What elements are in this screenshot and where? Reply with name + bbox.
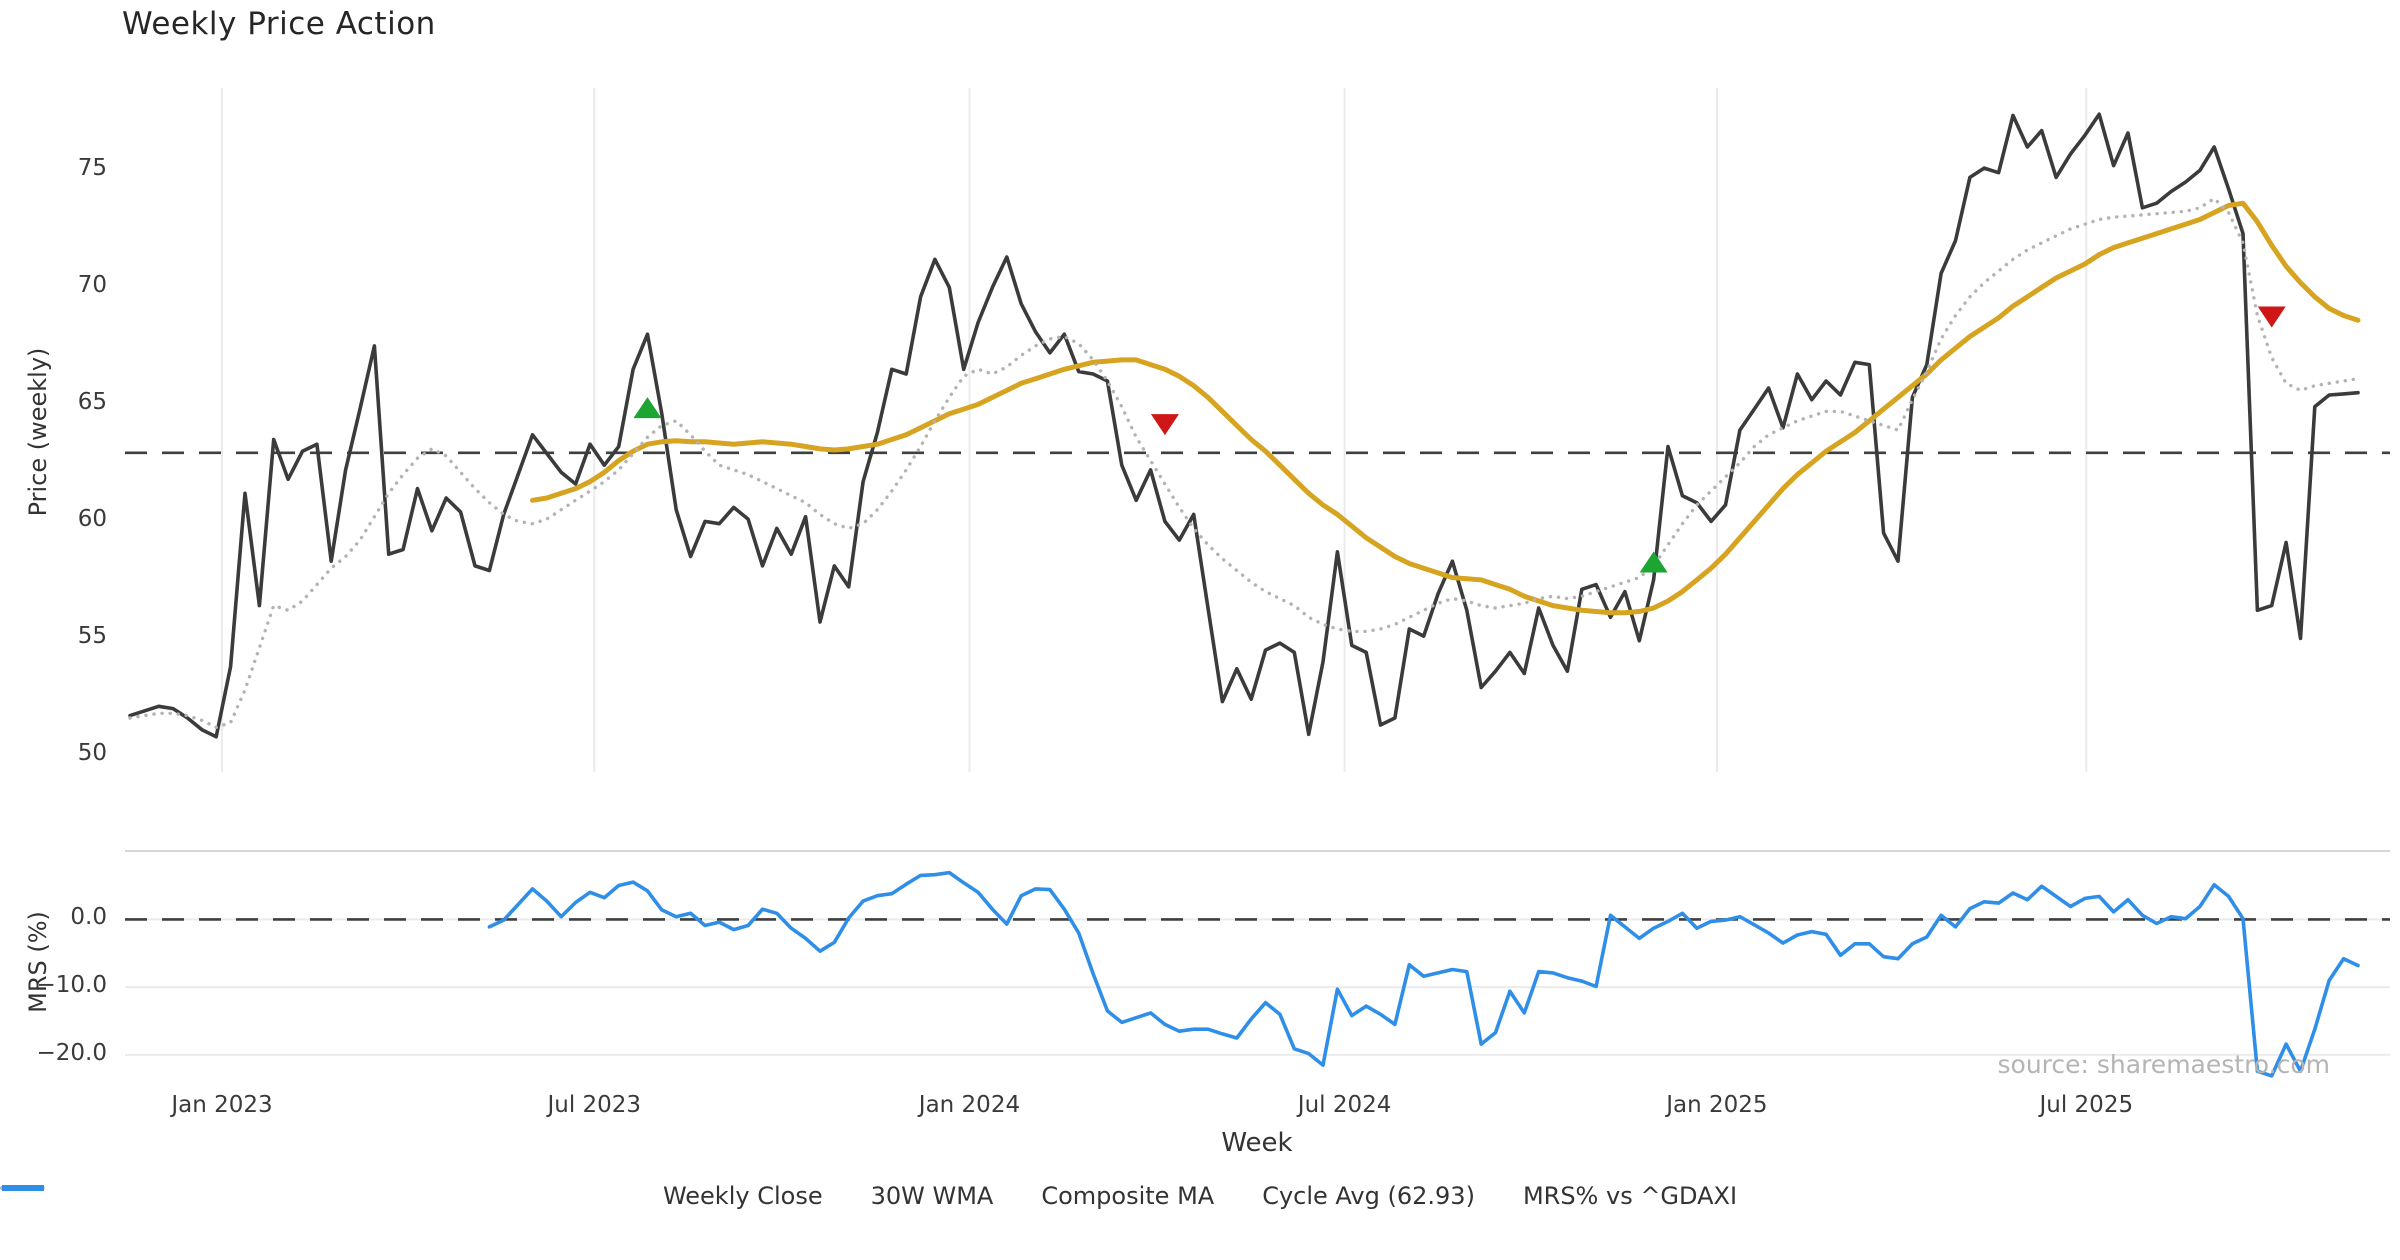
legend-item-composite-ma: Composite MA [0, 1182, 1215, 1210]
price-tick-label: 60 [77, 506, 107, 533]
price-tick-label: 50 [77, 740, 107, 767]
x-tick-label: Jan 2025 [1666, 1092, 1768, 1118]
legend-label: Cycle Avg (62.93) [1262, 1182, 1475, 1210]
legend-item-mrs-vs-gdaxi: MRS% vs ^GDAXI [2, 1182, 1738, 1210]
legend-label: Composite MA [1041, 1182, 1215, 1210]
buy-signal-marker [1639, 551, 1668, 573]
x-tick-label: Jul 2023 [547, 1092, 642, 1118]
weekly-close-line [128, 112, 2360, 739]
week-axis-label: Week [1221, 1128, 1293, 1158]
legend-label: MRS% vs ^GDAXI [1522, 1182, 1738, 1210]
legend-swatch-icon [2, 1185, 44, 1191]
legend-label: Weekly Close [662, 1182, 823, 1210]
source-watermark: source: sharemaestro.com [1997, 1050, 2331, 1079]
x-tick-label: Jul 2024 [1297, 1092, 1392, 1118]
chart-title: Weekly Price Action [122, 6, 436, 42]
mrs-tick-label: 0.0 [70, 904, 107, 931]
mrs-tick-label: −10.0 [36, 972, 107, 999]
30w-wma-line [530, 200, 2361, 616]
composite-ma-line [128, 196, 2360, 729]
x-tick-label: Jan 2023 [171, 1092, 273, 1118]
sell-signal-marker [2257, 306, 2286, 328]
legend-label: 30W WMA [870, 1182, 994, 1210]
mrs-tick-label: −20.0 [36, 1039, 107, 1066]
x-tick-label: Jan 2024 [918, 1092, 1021, 1118]
chart-legend: Weekly Close 30W WMA Composite MA Cycle Avg… [0, 1182, 2400, 1210]
buy-signal-marker [633, 397, 662, 419]
sell-signal-marker [1150, 414, 1179, 436]
price-axis-label: Price (weekly) [24, 347, 52, 517]
price-tick-label: 65 [77, 389, 107, 416]
legend-item-weekly-close: Weekly Close [2, 1182, 823, 1210]
price-tick-label: 70 [77, 272, 107, 299]
price-tick-label: 55 [77, 623, 107, 650]
legend-item-30w-wma: 30W WMA [2, 1182, 994, 1210]
mrs-vs-gdaxi-line [487, 870, 2360, 1078]
legend-item-cycle-avg-62-93-: Cycle Avg (62.93) [2, 1182, 1475, 1210]
price-tick-label: 75 [77, 155, 107, 182]
mrs-axis-label: MRS (%) [24, 911, 52, 1013]
x-tick-label: Jul 2025 [2039, 1092, 2134, 1118]
